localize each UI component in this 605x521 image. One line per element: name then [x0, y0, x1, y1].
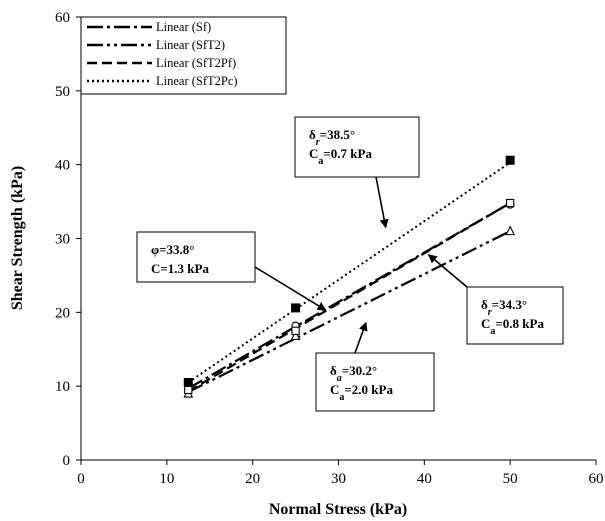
annotation-delta-r2-line-1: δr=34.3° [481, 297, 527, 318]
y-tick-label: 0 [63, 453, 71, 469]
annotation-phi: φ=33.8° C=1.3 kPa [136, 231, 256, 283]
annotation-delta-r2-arrow [427, 254, 468, 288]
annotation-delta-r1-line-2: Ca=0.7 kPa [309, 146, 372, 167]
y-axis-label: Shear Strength (kPa) [9, 166, 26, 310]
x-axis-label: Normal Stress (kPa) [269, 501, 407, 518]
fit-lines [187, 161, 511, 394]
data-point-s4-2 [291, 303, 301, 313]
data-point-s3-3 [506, 198, 515, 208]
y-tick-label: 40 [55, 158, 70, 174]
annotation-phi-line-2: C=1.3 kPa [151, 261, 209, 276]
y-tick-label: 20 [55, 305, 70, 321]
data-point-s3-1 [184, 385, 193, 395]
annotation-delta-r1-line-1: δr=38.5° [309, 127, 355, 148]
annotation-delta-r1-arrow [375, 176, 389, 229]
annotation-delta-r1: δr=38.5°Ca=0.7 kPa [294, 116, 420, 178]
x-tick-label: 60 [589, 471, 604, 487]
x-tick-label: 20 [245, 471, 260, 487]
legend: Linear (Sf) Linear (SfT2) Linear (SfT2Pf) L… [80, 16, 287, 95]
x-tick-label: 50 [503, 471, 518, 487]
legend-frame [80, 16, 287, 95]
annotation-delta-r1-box [294, 116, 420, 178]
legend-label-4: Linear (SfT2Pc) [156, 74, 238, 88]
y-tick-label: 60 [55, 10, 70, 26]
annotation-delta-a-line-2: Ca=2.0 kPa [330, 382, 393, 403]
data-point-s2-2 [290, 330, 301, 341]
annotation-delta-a-arrow [354, 321, 368, 354]
annotation-delta-a: δa=30.2°Ca=2.0 kPa [315, 352, 435, 412]
x-tick-label: 40 [417, 471, 432, 487]
data-point-s2-3 [505, 225, 516, 236]
annotation-phi-line-1: φ=33.8° [151, 242, 194, 257]
fit-line-2 [187, 230, 511, 394]
x-tick-label: 0 [77, 471, 85, 487]
y-tick-label: 10 [55, 379, 70, 395]
annotation-delta-r2-line-2: Ca=0.8 kPa [481, 316, 544, 337]
tick-labels: 0 10 20 30 40 50 60 0 10 20 30 40 50 60 [55, 10, 604, 487]
legend-label-1: Linear (Sf) [156, 20, 211, 34]
legend-label-3: Linear (SfT2Pf) [156, 56, 236, 70]
annotation-delta-r2: δr=34.3°Ca=0.8 kPa [466, 286, 564, 345]
data-point-s4-3 [505, 155, 515, 165]
annotations: φ=33.8° C=1.3 kPa δr=38.5°Ca=0.7 kPa δr=34.… [136, 116, 564, 412]
x-tick-label: 30 [331, 471, 346, 487]
fit-line-1 [187, 202, 511, 390]
fit-line-3 [187, 202, 511, 393]
data-markers [183, 155, 516, 398]
annotation-delta-r2-box [466, 286, 564, 345]
legend-label-2: Linear (SfT2) [156, 38, 225, 52]
annotation-arrows [254, 176, 468, 354]
annotation-phi-arrow [254, 266, 327, 311]
x-tick-label: 10 [159, 471, 174, 487]
y-tick-label: 50 [55, 84, 70, 100]
annotation-phi-box [136, 231, 256, 283]
data-point-s3-2 [291, 326, 300, 335]
y-tick-label: 30 [55, 232, 70, 248]
annotation-delta-a-box [315, 352, 435, 412]
data-point-s4-1 [183, 377, 193, 387]
annotation-delta-a-line-1: δa=30.2° [330, 363, 377, 384]
